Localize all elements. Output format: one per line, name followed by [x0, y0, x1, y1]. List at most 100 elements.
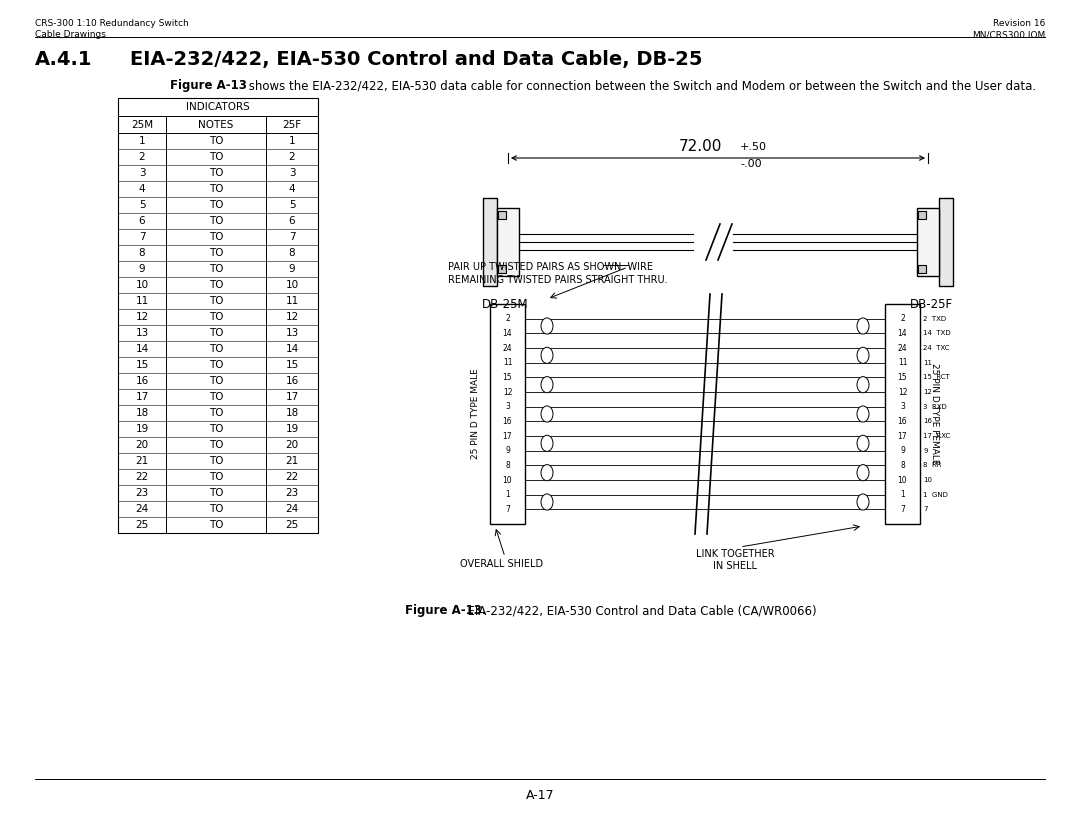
Text: 22: 22 [285, 472, 299, 482]
Text: TO: TO [208, 312, 224, 322]
Text: 2  TXD: 2 TXD [923, 315, 946, 322]
Text: TO: TO [208, 408, 224, 418]
Bar [498, 265, 507, 273]
Text: 9: 9 [923, 448, 928, 454]
Ellipse shape [541, 465, 553, 480]
Text: 25F: 25F [283, 119, 301, 129]
Text: TO: TO [208, 152, 224, 162]
Text: 9: 9 [138, 264, 146, 274]
Text: EIA-232/422, EIA-530 Control and Data Cable (CA/WR0066): EIA-232/422, EIA-530 Control and Data Ca… [460, 604, 816, 617]
Text: TO: TO [208, 280, 224, 290]
Text: 19: 19 [285, 424, 299, 434]
Text: TO: TO [208, 344, 224, 354]
Text: 7: 7 [900, 505, 905, 514]
Text: 18: 18 [135, 408, 149, 418]
Text: 3: 3 [900, 402, 905, 411]
Text: 72.00: 72.00 [678, 139, 721, 154]
Ellipse shape [858, 347, 869, 364]
Text: 2: 2 [900, 314, 905, 323]
Text: 17: 17 [897, 431, 907, 440]
Text: 8: 8 [900, 461, 905, 470]
Text: 17  RXC: 17 RXC [923, 433, 950, 439]
Text: 17: 17 [502, 431, 512, 440]
Ellipse shape [858, 318, 869, 334]
Text: -.00: -.00 [740, 159, 761, 169]
Text: 13: 13 [285, 328, 299, 338]
Text: 11: 11 [135, 296, 149, 306]
Text: 9: 9 [900, 446, 905, 455]
Text: 9: 9 [288, 264, 295, 274]
Text: 1: 1 [505, 490, 510, 500]
Text: 15: 15 [285, 360, 299, 370]
Text: +.50: +.50 [740, 142, 767, 152]
Text: OVERALL SHIELD: OVERALL SHIELD [460, 559, 543, 569]
Text: PAIR UP TWISTED PAIRS AS SHOWN. WIRE: PAIR UP TWISTED PAIRS AS SHOWN. WIRE [448, 262, 653, 272]
Text: 2: 2 [288, 152, 295, 162]
Text: 10: 10 [135, 280, 149, 290]
Text: 8  RR: 8 RR [923, 462, 942, 469]
Text: TO: TO [208, 232, 224, 242]
Text: 21: 21 [285, 456, 299, 466]
Ellipse shape [858, 494, 869, 510]
Text: TO: TO [208, 328, 224, 338]
Text: 25 PIN D TYPE MALE: 25 PIN D TYPE MALE [472, 369, 481, 460]
Text: 12: 12 [285, 312, 299, 322]
Text: 24  TXC: 24 TXC [923, 345, 949, 351]
Text: 2: 2 [505, 314, 510, 323]
Text: TO: TO [208, 520, 224, 530]
Text: 10: 10 [285, 280, 298, 290]
Text: CRS-300 1:10 Redundancy Switch: CRS-300 1:10 Redundancy Switch [35, 19, 189, 28]
Text: 14: 14 [502, 329, 512, 338]
Bar [918, 265, 926, 273]
Text: 7: 7 [923, 506, 928, 512]
Text: 17: 17 [285, 392, 299, 402]
Ellipse shape [541, 347, 553, 364]
Text: 12: 12 [503, 388, 512, 396]
Bar [490, 304, 525, 524]
Text: 12: 12 [923, 389, 932, 395]
Text: 22: 22 [135, 472, 149, 482]
Text: A.4.1: A.4.1 [35, 50, 93, 69]
Text: 4: 4 [138, 184, 146, 194]
Text: 16: 16 [135, 376, 149, 386]
Text: TO: TO [208, 360, 224, 370]
Text: 7: 7 [138, 232, 146, 242]
Ellipse shape [858, 406, 869, 422]
Text: 10: 10 [897, 475, 907, 485]
Text: 7: 7 [288, 232, 295, 242]
Text: 1: 1 [288, 136, 295, 146]
Text: EIA-232/422, EIA-530 Control and Data Cable, DB-25: EIA-232/422, EIA-530 Control and Data Ca… [130, 50, 702, 69]
Text: TO: TO [208, 440, 224, 450]
Text: 14: 14 [135, 344, 149, 354]
Text: 15: 15 [897, 373, 907, 382]
Text: 25: 25 [135, 520, 149, 530]
Ellipse shape [541, 377, 553, 393]
Text: 8: 8 [138, 248, 146, 258]
Text: 11: 11 [503, 358, 512, 367]
Text: TO: TO [208, 264, 224, 274]
Text: 3: 3 [288, 168, 295, 178]
Text: 5: 5 [138, 200, 146, 210]
Text: 2: 2 [138, 152, 146, 162]
Ellipse shape [858, 435, 869, 451]
Text: A-17: A-17 [526, 789, 554, 802]
Text: 24: 24 [135, 504, 149, 514]
Text: 1: 1 [900, 490, 905, 500]
Text: 14  TXD: 14 TXD [923, 330, 950, 336]
Text: INDICATORS: INDICATORS [186, 102, 249, 112]
Text: 11: 11 [285, 296, 299, 306]
Text: TO: TO [208, 136, 224, 146]
Text: 16: 16 [897, 417, 907, 426]
Ellipse shape [541, 494, 553, 510]
Text: Figure A-13: Figure A-13 [170, 79, 247, 92]
Text: 10: 10 [502, 475, 512, 485]
Text: 25M: 25M [131, 119, 153, 129]
Text: shows the EIA-232/422, EIA-530 data cable for connection between the Switch and : shows the EIA-232/422, EIA-530 data cabl… [245, 79, 1036, 92]
Text: Cable Drawings: Cable Drawings [35, 30, 106, 39]
Text: 1  GND: 1 GND [923, 492, 948, 498]
Text: 3  RXD: 3 RXD [923, 404, 947, 409]
Text: 8: 8 [505, 461, 510, 470]
Text: TO: TO [208, 424, 224, 434]
Text: 14: 14 [285, 344, 299, 354]
Text: 12: 12 [897, 388, 907, 396]
